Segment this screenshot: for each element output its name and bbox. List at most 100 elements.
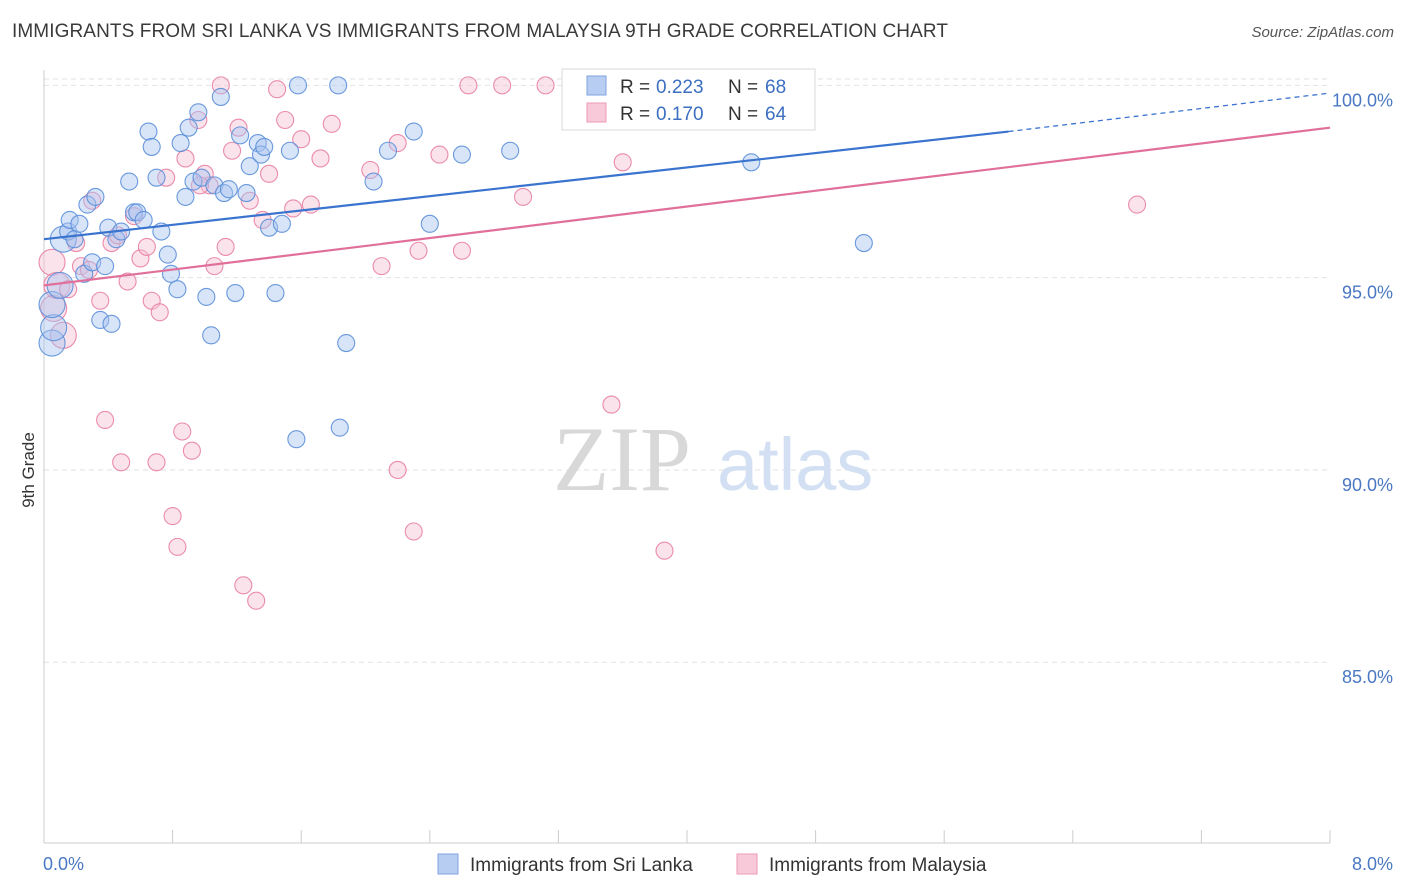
point-malaysia bbox=[91, 291, 110, 310]
point-sri-lanka bbox=[139, 122, 158, 141]
point-sri-lanka bbox=[378, 141, 398, 160]
point-sri-lanka bbox=[197, 287, 216, 306]
y-tick-label: 85.0% bbox=[1342, 667, 1393, 687]
point-malaysia bbox=[112, 453, 131, 472]
x-tick-label: 0.0% bbox=[43, 854, 84, 874]
y-axis-label: 9th Grade bbox=[19, 432, 38, 508]
point-sri-lanka bbox=[147, 168, 166, 187]
point-sri-lanka bbox=[219, 180, 238, 199]
point-sri-lanka bbox=[854, 234, 873, 253]
point-sri-lanka bbox=[158, 245, 177, 264]
bottom-legend: Immigrants from Sri Lanka Immigrants fro… bbox=[437, 853, 987, 876]
point-sri-lanka bbox=[86, 187, 105, 206]
legend-r-value-1: 0.223 bbox=[656, 77, 704, 98]
point-sri-lanka bbox=[40, 314, 68, 342]
point-sri-lanka bbox=[211, 87, 230, 106]
point-sri-lanka bbox=[255, 137, 274, 156]
legend-n-label-1: N = bbox=[728, 77, 758, 98]
point-sri-lanka bbox=[161, 264, 181, 283]
point-sri-lanka bbox=[179, 118, 198, 137]
point-malaysia bbox=[96, 410, 115, 430]
point-sri-lanka bbox=[272, 214, 291, 233]
point-malaysia bbox=[513, 187, 533, 206]
point-malaysia bbox=[602, 395, 621, 414]
bottom-legend-label-sri-lanka: Immigrants from Sri Lanka bbox=[470, 855, 693, 876]
bottom-legend-label-malaysia: Immigrants from Malaysia bbox=[769, 855, 987, 876]
point-sri-lanka bbox=[202, 326, 221, 345]
point-sri-lanka bbox=[329, 76, 348, 95]
point-malaysia bbox=[259, 164, 279, 183]
y-tick-label: 100.0% bbox=[1332, 90, 1393, 110]
trend-line-sri-lanka-extension bbox=[1008, 92, 1331, 133]
point-malaysia bbox=[168, 537, 187, 556]
x-tick-label: 8.0% bbox=[1352, 854, 1393, 874]
bottom-legend-swatch-sri-lanka bbox=[437, 853, 459, 875]
point-sri-lanka bbox=[120, 172, 139, 191]
watermark-atlas: atlas bbox=[717, 423, 873, 506]
point-sri-lanka bbox=[65, 230, 84, 249]
point-malaysia bbox=[49, 321, 77, 349]
point-sri-lanka bbox=[287, 430, 306, 449]
point-sri-lanka bbox=[205, 176, 224, 195]
point-malaysia bbox=[176, 149, 195, 168]
point-malaysia bbox=[216, 237, 235, 256]
legend-swatch-malaysia bbox=[586, 102, 607, 123]
point-malaysia bbox=[137, 237, 156, 256]
point-malaysia bbox=[234, 576, 253, 595]
point-malaysia bbox=[59, 280, 78, 299]
trend-lines bbox=[43, 92, 1331, 287]
point-sri-lanka bbox=[91, 310, 110, 330]
point-malaysia bbox=[173, 422, 192, 441]
point-malaysia bbox=[223, 141, 242, 160]
legend-n-value-1: 68 bbox=[765, 77, 786, 98]
point-malaysia bbox=[157, 168, 176, 187]
trend-line-malaysia bbox=[43, 126, 1331, 287]
point-sri-lanka bbox=[168, 280, 187, 299]
point-malaysia bbox=[459, 76, 478, 95]
point-sri-lanka bbox=[134, 210, 153, 230]
tick-labels: 100.0% 95.0% 90.0% 85.0% 0.0% 8.0% bbox=[43, 90, 1393, 874]
point-malaysia bbox=[276, 110, 295, 130]
point-sri-lanka bbox=[240, 157, 259, 176]
point-sri-lanka bbox=[102, 314, 121, 333]
series-sri-lanka-points bbox=[38, 76, 873, 449]
point-malaysia bbox=[189, 110, 208, 130]
point-sri-lanka bbox=[330, 418, 349, 437]
watermark: ZIP atlas bbox=[553, 408, 873, 510]
chart-title: IMMIGRANTS FROM SRI LANKA VS IMMIGRANTS … bbox=[12, 21, 949, 42]
point-malaysia bbox=[536, 76, 555, 95]
point-malaysia bbox=[409, 241, 428, 260]
point-sri-lanka bbox=[70, 214, 89, 233]
point-malaysia bbox=[613, 153, 632, 172]
point-malaysia bbox=[118, 272, 137, 291]
point-sri-lanka bbox=[189, 103, 208, 122]
bottom-legend-swatch-malaysia bbox=[736, 853, 758, 875]
point-sri-lanka bbox=[742, 153, 761, 172]
point-sri-lanka bbox=[231, 126, 250, 145]
point-sri-lanka bbox=[420, 214, 439, 233]
y-tick-label: 95.0% bbox=[1342, 283, 1393, 303]
legend-n-label-2: N = bbox=[728, 104, 758, 125]
point-malaysia bbox=[493, 76, 512, 95]
point-malaysia bbox=[361, 160, 380, 180]
point-sri-lanka bbox=[237, 184, 256, 203]
point-sri-lanka bbox=[337, 333, 356, 353]
y-tick-label: 90.0% bbox=[1342, 475, 1393, 495]
trend-line-sri-lanka bbox=[43, 130, 1009, 241]
legend-swatch-sri-lanka bbox=[586, 75, 607, 96]
point-sri-lanka bbox=[280, 141, 299, 160]
point-malaysia bbox=[322, 114, 341, 133]
point-malaysia bbox=[268, 80, 287, 99]
point-malaysia bbox=[311, 149, 330, 168]
point-sri-lanka bbox=[96, 257, 115, 276]
point-malaysia bbox=[655, 541, 674, 560]
point-malaysia bbox=[292, 130, 311, 149]
point-malaysia bbox=[372, 257, 391, 276]
point-sri-lanka bbox=[142, 137, 161, 156]
series-malaysia-points bbox=[38, 76, 1147, 610]
point-malaysia bbox=[182, 441, 201, 460]
point-malaysia bbox=[388, 134, 407, 153]
point-sri-lanka bbox=[404, 122, 423, 141]
point-malaysia bbox=[1128, 195, 1147, 214]
axes bbox=[43, 70, 1331, 844]
